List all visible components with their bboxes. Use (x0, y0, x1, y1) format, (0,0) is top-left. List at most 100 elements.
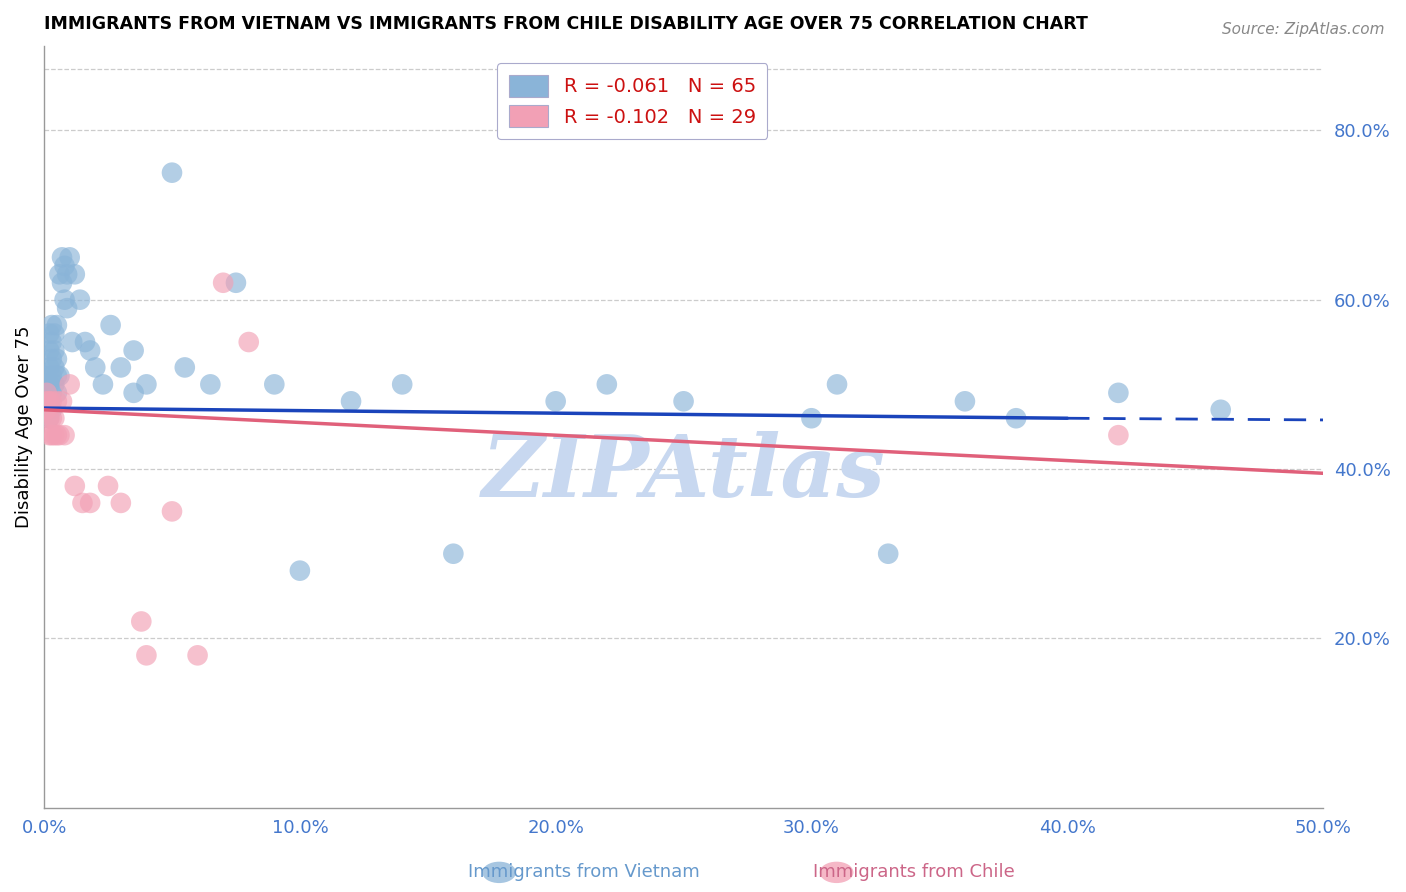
Point (44, 428, 66, 442)
Point (45, 428, 67, 442)
Point (800, 411, 823, 425)
Point (63, 479, 86, 493)
Point (340, 394, 363, 409)
Point (225, 276, 247, 290)
Point (672, 394, 695, 409)
Point (35, 368, 58, 383)
Point (1005, 411, 1028, 425)
Point (41, 411, 63, 425)
Point (35, 385, 58, 400)
Point (59, 251, 82, 265)
Point (173, 360, 195, 375)
Text: ZIPAtlas: ZIPAtlas (482, 431, 886, 514)
Point (100, 318, 122, 332)
Point (131, 615, 153, 629)
Point (97, 479, 120, 493)
Point (160, 504, 183, 518)
Point (35, 377, 58, 392)
Point (596, 377, 619, 392)
Point (60, 334, 83, 349)
Text: Source: ZipAtlas.com: Source: ZipAtlas.com (1222, 22, 1385, 37)
Point (44, 360, 66, 375)
Point (53, 293, 76, 307)
Point (53, 428, 76, 442)
Point (44, 377, 66, 392)
Y-axis label: Disability Age Over 75: Disability Age Over 75 (15, 326, 32, 528)
Point (41, 334, 63, 349)
Point (187, 648, 209, 663)
Point (122, 385, 145, 400)
Legend: R = -0.061   N = 65, R = -0.102   N = 29: R = -0.061 N = 65, R = -0.102 N = 29 (498, 63, 768, 139)
Point (38, 394, 60, 409)
Point (45, 394, 67, 409)
Point (110, 496, 132, 510)
Point (825, 377, 848, 392)
Point (288, 564, 311, 578)
Point (45, 385, 67, 400)
Point (135, 648, 157, 663)
Point (160, 166, 183, 180)
Point (238, 334, 260, 349)
Text: Immigrants from Chile: Immigrants from Chile (813, 863, 1015, 881)
Point (110, 360, 132, 375)
Point (35, 394, 58, 409)
Point (41, 385, 63, 400)
Point (69, 293, 91, 307)
Point (56, 268, 79, 282)
Point (35, 385, 58, 400)
Point (38, 411, 60, 425)
Point (53, 259, 76, 273)
Point (45, 351, 67, 366)
Point (84, 360, 107, 375)
Point (44, 326, 66, 341)
Point (48, 368, 70, 383)
Point (1209, 402, 1232, 417)
Point (79, 343, 101, 358)
Point (44, 411, 66, 425)
Point (122, 343, 145, 358)
Point (38, 411, 60, 425)
Point (1107, 428, 1129, 442)
Point (38, 326, 60, 341)
Point (51, 251, 73, 265)
Point (200, 377, 222, 392)
Point (544, 394, 567, 409)
Point (135, 377, 157, 392)
Point (44, 343, 66, 358)
Point (38, 343, 60, 358)
Point (63, 268, 86, 282)
Point (48, 268, 70, 282)
Point (41, 394, 63, 409)
Point (45, 368, 67, 383)
Point (441, 547, 464, 561)
Point (35, 402, 58, 417)
Text: IMMIGRANTS FROM VIETNAM VS IMMIGRANTS FROM CHILE DISABILITY AGE OVER 75 CORRELAT: IMMIGRANTS FROM VIETNAM VS IMMIGRANTS FR… (44, 15, 1088, 33)
Point (38, 360, 60, 375)
Point (41, 428, 63, 442)
Text: Immigrants from Vietnam: Immigrants from Vietnam (468, 863, 699, 881)
Point (263, 377, 285, 392)
Point (38, 377, 60, 392)
Point (38, 428, 60, 442)
Point (91, 377, 114, 392)
Point (41, 351, 63, 366)
Point (48, 428, 70, 442)
Point (41, 318, 63, 332)
Point (59, 377, 82, 392)
Point (212, 276, 235, 290)
Point (56, 301, 79, 315)
Point (38, 394, 60, 409)
Point (79, 496, 101, 510)
Point (35, 402, 58, 417)
Point (953, 394, 976, 409)
Point (391, 377, 413, 392)
Point (1107, 385, 1129, 400)
Point (35, 394, 58, 409)
Point (51, 276, 73, 290)
Point (45, 318, 67, 332)
Point (41, 368, 63, 383)
Point (51, 394, 73, 409)
Point (72, 496, 94, 510)
Point (877, 547, 900, 561)
Point (41, 402, 63, 417)
